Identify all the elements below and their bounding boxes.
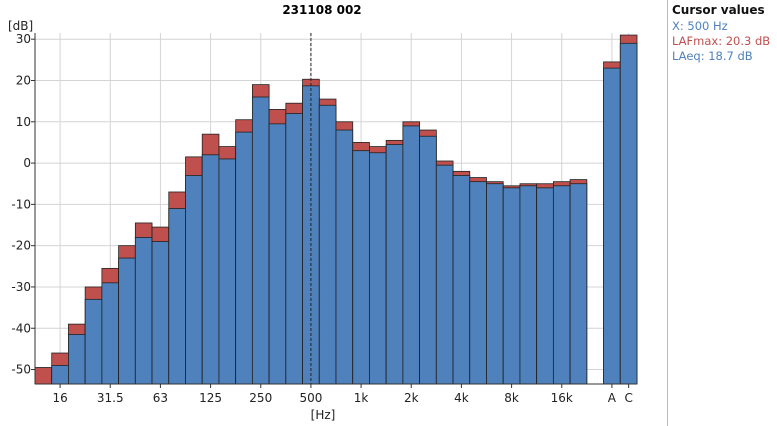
laeq-bar bbox=[352, 150, 370, 385]
laeq-bar bbox=[218, 158, 237, 385]
x-tick-label: 8k bbox=[504, 391, 519, 405]
y-tick-label: -10 bbox=[11, 197, 31, 211]
chart-title: 231108 002 bbox=[282, 3, 361, 17]
y-tick-label: -20 bbox=[11, 239, 31, 253]
laeq-bar bbox=[84, 298, 103, 385]
laeq-bar bbox=[101, 282, 120, 385]
laeq-bar bbox=[268, 123, 287, 385]
laeq-bar bbox=[285, 113, 303, 385]
y-tick-label: 20 bbox=[16, 73, 31, 87]
laeq-bar bbox=[402, 125, 421, 385]
cursor-laeq-value: LAeq: 18.7 dB bbox=[672, 49, 753, 63]
y-tick-label: -30 bbox=[11, 280, 31, 294]
x-tick-label: 16k bbox=[551, 391, 573, 405]
laeq-bar bbox=[118, 257, 136, 385]
laeq-bar bbox=[486, 183, 504, 385]
laeq-bar bbox=[385, 144, 404, 385]
x-tick-label: 4k bbox=[454, 391, 469, 405]
x-tick-label: 63 bbox=[153, 391, 168, 405]
laeq-bar bbox=[168, 208, 186, 385]
laeq-bar bbox=[569, 183, 588, 385]
laeq-bar bbox=[134, 237, 153, 385]
laeq-bar bbox=[536, 187, 554, 385]
laeq-bar bbox=[185, 175, 203, 385]
y-tick-label: -50 bbox=[11, 363, 31, 377]
y-tick-label: -40 bbox=[11, 321, 31, 335]
lafmax-bar bbox=[34, 367, 53, 385]
laeq-bar bbox=[235, 131, 253, 385]
laeq-bar bbox=[603, 67, 621, 385]
x-tick-label: 16 bbox=[52, 391, 67, 405]
laeq-bar bbox=[318, 104, 337, 385]
cursor-values-title: Cursor values bbox=[672, 3, 765, 17]
y-tick-labels: 30 20 10 0 -10 -20 -30 -40 -50 bbox=[11, 32, 31, 376]
y-tick-label: 0 bbox=[23, 156, 31, 170]
laeq-bar bbox=[502, 187, 521, 385]
bars-layer bbox=[34, 34, 638, 385]
laeq-bar bbox=[335, 129, 354, 385]
x-tick-label: 1k bbox=[354, 391, 369, 405]
laeq-bar bbox=[619, 42, 638, 385]
x-tick-labels: 16 31.5 63 125 250 500 1k 2k 4k 8k 16k A C bbox=[52, 391, 632, 405]
y-unit-label: [dB] bbox=[8, 19, 33, 33]
y-tick-label: 30 bbox=[16, 32, 31, 46]
x-tick-label: 500 bbox=[299, 391, 322, 405]
laeq-bar bbox=[452, 175, 471, 385]
laeq-bar bbox=[68, 334, 86, 385]
x-tick-label: 31.5 bbox=[97, 391, 124, 405]
laeq-bar bbox=[419, 135, 437, 385]
cursor-x-value: X: 500 Hz bbox=[672, 19, 728, 33]
y-tick-label: 10 bbox=[16, 115, 31, 129]
cursor-lafmax-value: LAFmax: 20.3 dB bbox=[672, 34, 771, 48]
cursor-values-panel: Cursor values X: 500 Hz LAFmax: 20.3 dB … bbox=[667, 0, 777, 426]
x-tick-label: C bbox=[624, 391, 632, 405]
x-unit-label: [Hz] bbox=[311, 408, 336, 422]
axes-layer bbox=[31, 33, 637, 388]
laeq-bar bbox=[51, 365, 69, 385]
laeq-bar bbox=[435, 164, 454, 385]
laeq-bar bbox=[369, 152, 387, 385]
laeq-bar bbox=[151, 241, 170, 385]
x-tick-label: 2k bbox=[404, 391, 419, 405]
spectrum-chart: 231108 002 [dB] [Hz] 30 20 10 0 -10 -20 -30 -40… bbox=[8, 3, 638, 422]
laeq-bar bbox=[201, 154, 220, 385]
laeq-bar bbox=[251, 96, 270, 385]
laeq-bar bbox=[469, 181, 487, 385]
x-tick-label: 125 bbox=[199, 391, 222, 405]
laeq-bar bbox=[552, 185, 571, 385]
laeq-bar bbox=[519, 185, 538, 385]
x-tick-label: A bbox=[608, 391, 617, 405]
x-tick-label: 250 bbox=[249, 391, 272, 405]
